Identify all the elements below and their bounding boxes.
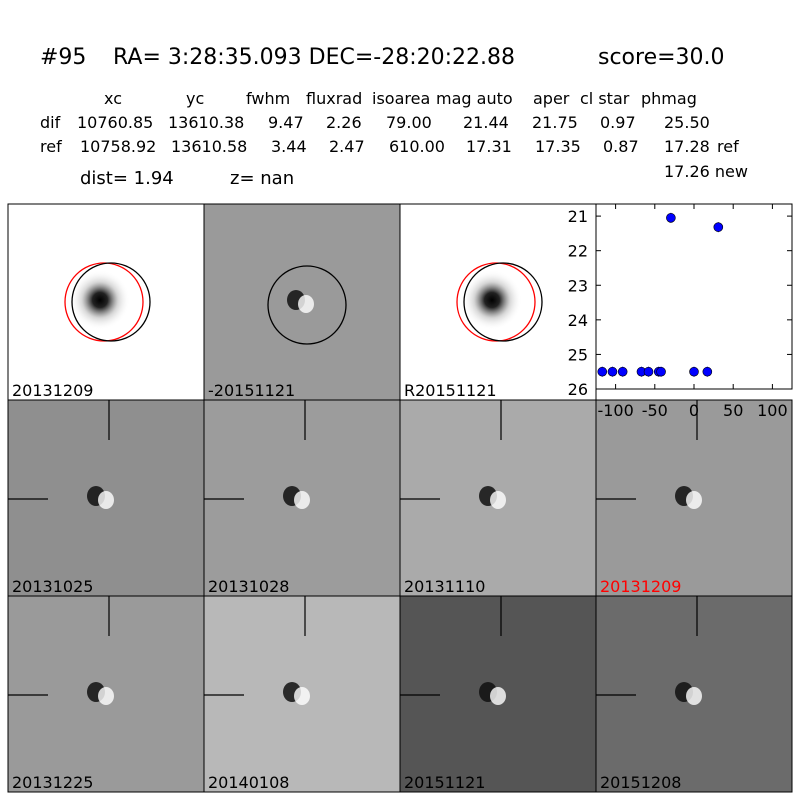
source-bright-lobe [98,687,114,705]
table-cell: 9.47 [268,113,304,132]
stamp-label: -20151121 [208,381,295,400]
row-label: dif [40,113,61,132]
stamp-panel: 20131028 [203,399,401,597]
column-header: xc [104,89,122,108]
y-tick-label: 22 [568,242,588,261]
stamp-panel: -20151121 [203,203,401,401]
source-bright-lobe [490,687,506,705]
source-bright-lobe [294,687,310,705]
dif-circle [267,265,347,345]
table-cell: 610.00 [389,137,445,156]
dist-value: dist= 1.94 [80,168,174,189]
phmag-new: 17.26 new [664,162,748,181]
data-point [607,366,618,377]
x-tick-label: -100 [597,401,633,420]
source-bright-lobe [98,491,114,509]
stamp-label: 20131209 [600,577,681,596]
row-label: ref [40,137,62,156]
source-bright-lobe [298,295,314,313]
stamp-label: 20131028 [208,577,289,596]
title-score: score=30.0 [598,45,725,70]
title-id: #95 [40,45,86,70]
stamp-label: 20151208 [600,773,681,792]
source-blob [70,270,130,330]
column-header: phmag [641,89,697,108]
dif-circle [463,262,543,342]
source-bright-lobe [490,491,506,509]
stamp-panel: 20151121 [399,595,597,793]
column-header: mag auto [436,89,513,108]
data-point [617,366,628,377]
table-cell: 17.35 [535,137,581,156]
stamp-panel: 20151208 [595,595,793,793]
stamp-label: 20131025 [12,577,93,596]
column-header: fluxrad [306,89,362,108]
table-cell: 13610.58 [171,137,247,156]
stamp-panel: 20131110 [399,399,597,597]
y-tick-label: 26 [568,380,588,399]
y-tick-label: 24 [568,311,588,330]
stamp-label: 20131225 [12,773,93,792]
table-cell: 2.26 [326,113,362,132]
stamp-label: 20131209 [12,381,93,400]
stamp-label: 20131110 [404,577,485,596]
table-cell: 21.44 [463,113,509,132]
stamp-panel: 20131025 [7,399,205,597]
stamp-grid: 20131209 -20151121 R20151121 20131025 201310… [7,203,793,793]
stamp-panel: R20151121 [399,203,597,401]
plot-area [595,203,793,390]
table-cell: 0.97 [600,113,636,132]
table-cell: 79.00 [386,113,432,132]
data-point [643,366,654,377]
table-cell: 10758.92 [80,137,156,156]
x-tick-label: 100 [757,401,788,420]
source-bright-lobe [686,491,702,509]
stamp-label: R20151121 [404,381,497,400]
y-tick-label: 21 [568,207,588,226]
source-blob [462,270,522,330]
z-value: z= nan [230,168,294,189]
column-header: fwhm [246,89,290,108]
table-cell: 2.47 [329,137,365,156]
table-cell: 10760.85 [77,113,153,132]
data-point [702,366,713,377]
stamp-panel: 20131209 [595,399,793,597]
data-point [656,366,666,377]
table-cell: 17.31 [466,137,512,156]
stamp-panel: 20131209 [7,203,205,401]
table-cell: 0.87 [603,137,639,156]
table-cell: 13610.38 [168,113,244,132]
table-cell: 17.28 [664,137,710,156]
x-tick-label: 0 [689,401,699,420]
source-bright-lobe [686,687,702,705]
column-header: isoarea [372,89,430,108]
table-cell: 21.75 [532,113,578,132]
row-suffix: ref [717,137,739,156]
dif-circle [71,262,151,342]
column-header: aper [533,89,570,108]
stats-table: xc yc fwhm fluxrad isoarea mag auto aper cl sta… [40,89,739,156]
table-cell: 25.50 [664,113,710,132]
lightcurve-chart: -100 -50 0 50 100 21 22 23 24 25 26 [568,203,793,420]
table-cell: 3.44 [271,137,307,156]
column-header: cl star [580,89,630,108]
stamp-label: 20151121 [404,773,485,792]
stamp-panel: 20140108 [203,595,401,793]
title-coords: RA= 3:28:35.093 DEC=-28:20:22.88 [113,45,515,70]
y-tick-label: 25 [568,345,588,364]
column-header: yc [186,89,204,108]
x-tick-label: -50 [642,401,668,420]
data-point [597,366,608,377]
source-bright-lobe [294,491,310,509]
data-point [689,366,699,377]
x-tick-label: 50 [723,401,743,420]
y-tick-label: 23 [568,276,588,295]
stamp-label: 20140108 [208,773,289,792]
data-point [713,222,724,232]
data-point [666,213,676,223]
stamp-panel: 20131225 [7,595,205,793]
